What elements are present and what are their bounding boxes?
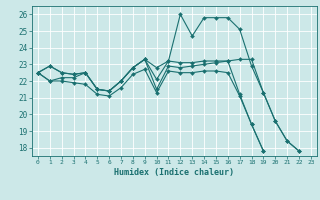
X-axis label: Humidex (Indice chaleur): Humidex (Indice chaleur): [115, 168, 234, 177]
